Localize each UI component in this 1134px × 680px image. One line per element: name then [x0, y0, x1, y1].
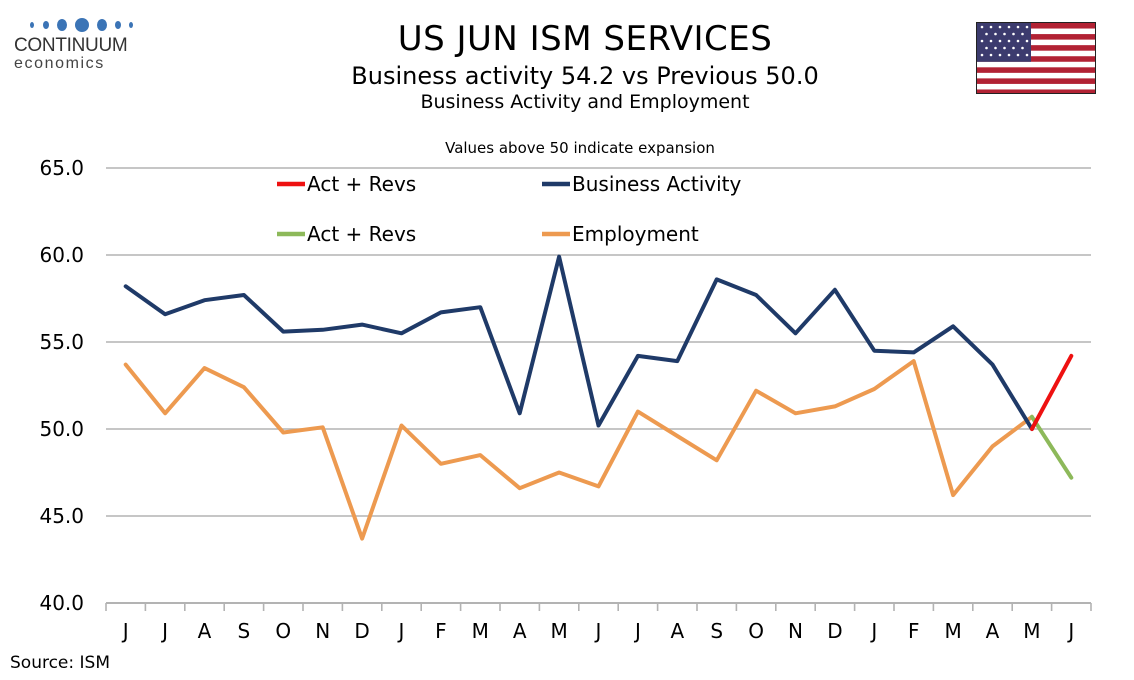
x-tick-label: D [354, 619, 369, 643]
chart-title: US JUN ISM SERVICES [397, 19, 773, 59]
series-line-employment-1 [123, 359, 1034, 541]
chart-subtitle-2: Business Activity and Employment [420, 91, 750, 113]
x-tick-label: M [472, 619, 489, 643]
chart-header: US JUN ISM SERVICES Business activity 54… [230, 18, 940, 114]
chart-annotation: Values above 50 indicate expansion [445, 139, 715, 157]
y-tick-label: 65.0 [39, 156, 84, 180]
logo-dots-icon [14, 16, 134, 34]
x-tick-label: F [908, 619, 920, 643]
x-tick-label: O [748, 619, 764, 643]
x-tick-label: A [986, 619, 1000, 643]
chart-subtitle: Business activity 54.2 vs Previous 50.0 [351, 62, 819, 90]
x-tick-label: N [788, 619, 803, 643]
x-tick-label: M [944, 619, 961, 643]
x-tick-label: J [594, 619, 602, 643]
series-line-business-activity-0 [123, 254, 1034, 431]
logo-name: CONTINUUM [14, 35, 128, 56]
x-tick-label: M [1023, 619, 1040, 643]
x-tick-label: J [869, 619, 877, 643]
x-tick-label: J [397, 619, 405, 643]
source-note: Source: ISM [10, 653, 110, 673]
x-tick-label: A [670, 619, 684, 643]
legend-label: Act + Revs [307, 172, 416, 196]
x-tick-label: J [633, 619, 641, 643]
y-tick-label: 45.0 [39, 504, 84, 528]
continuum-logo: CONTINUUM economics [14, 16, 134, 72]
x-tick-label: S [710, 619, 723, 643]
legend-label: Act + Revs [307, 222, 416, 246]
legend-label: Business Activity [572, 172, 742, 196]
x-tick-label: A [198, 619, 212, 643]
us-flag-icon [976, 22, 1096, 94]
y-tick-label: 55.0 [39, 330, 84, 354]
x-tick-label: J [121, 619, 129, 643]
y-tick-label: 60.0 [39, 243, 84, 267]
x-tick-label: J [1066, 619, 1074, 643]
series-line-act-revs-2 [1029, 353, 1074, 431]
x-tick-label: D [827, 619, 842, 643]
y-tick-label: 40.0 [39, 591, 84, 615]
series-line-act-revs-3 [1029, 414, 1074, 480]
x-tick-label: S [238, 619, 251, 643]
x-tick-label: A [513, 619, 527, 643]
legend-label: Employment [572, 222, 699, 246]
x-tick-label: N [315, 619, 330, 643]
x-tick-label: O [275, 619, 291, 643]
x-tick-label: M [550, 619, 567, 643]
logo-sub: economics [14, 55, 105, 72]
y-tick-label: 50.0 [39, 417, 84, 441]
x-tick-label: F [435, 619, 447, 643]
x-tick-label: J [160, 619, 168, 643]
